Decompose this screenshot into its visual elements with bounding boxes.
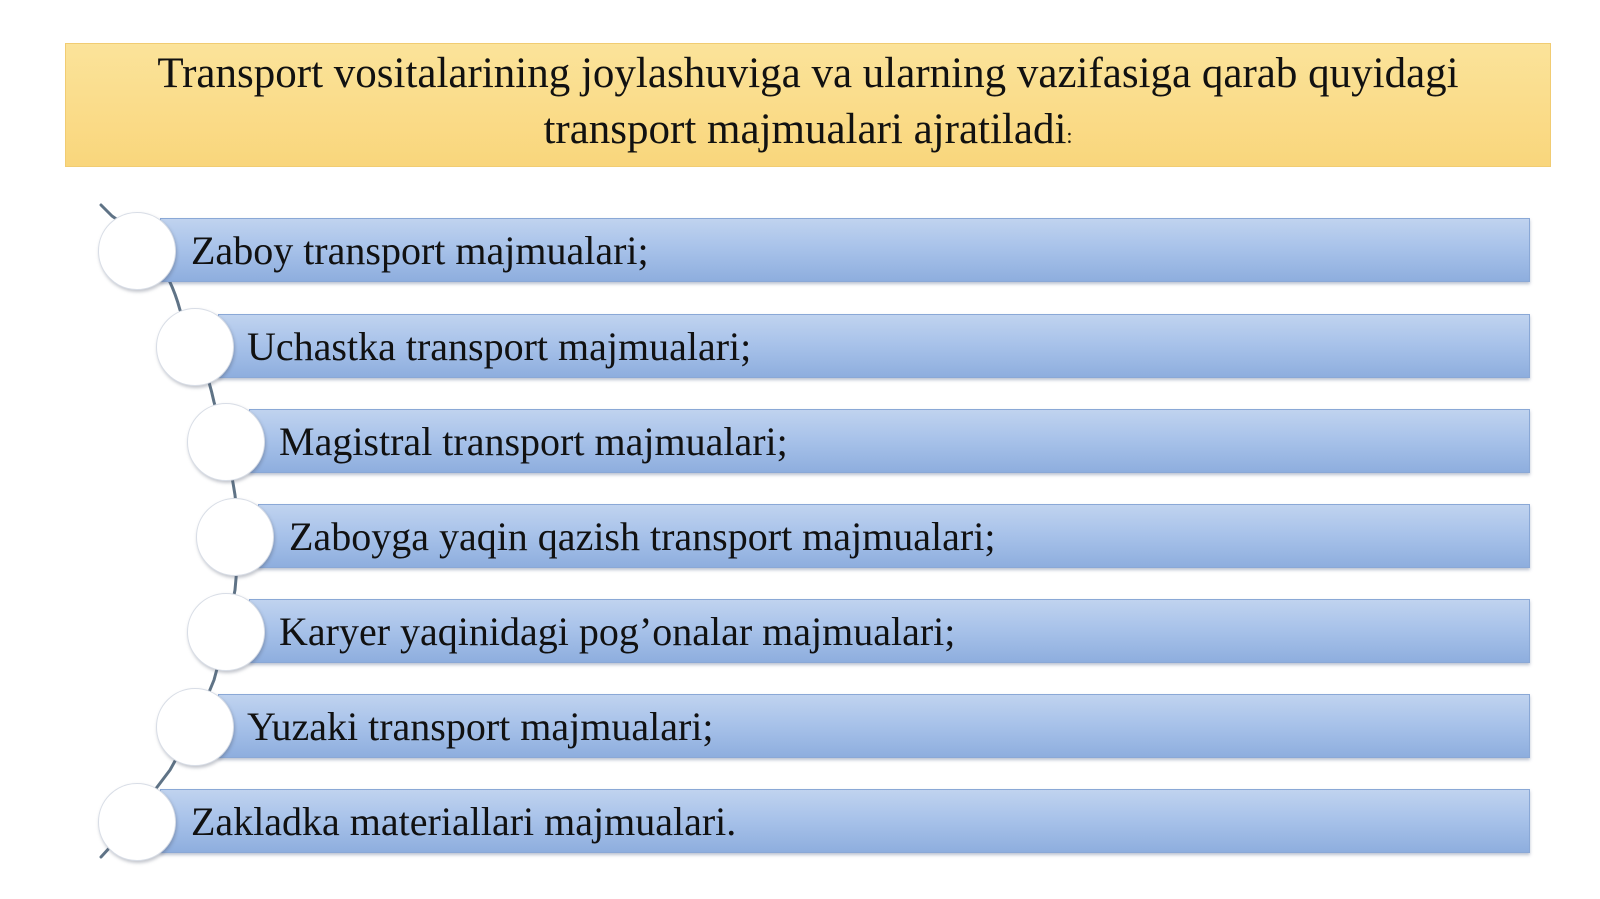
list-item-bar: Karyer yaqinidagi pog’onalar majmualari;: [249, 599, 1530, 663]
list-item-bullet-circle: [196, 498, 274, 576]
list-item-bullet-circle: [156, 308, 234, 386]
list-item-bar: Zaboyga yaqin qazish transport majmualar…: [258, 504, 1530, 568]
list-item-bar: Magistral transport majmualari;: [249, 409, 1530, 473]
list-item-label: Yuzaki transport majmualari;: [247, 703, 714, 749]
list-item-label: Zaboyga yaqin qazish transport majmualar…: [289, 513, 996, 559]
title-main: Transport vositalarining joylashuviga va…: [157, 50, 1459, 153]
list-item-label: Zaboy transport majmualari;: [191, 227, 649, 273]
list-item-bullet-circle: [187, 403, 265, 481]
list-item-bar: Yuzaki transport majmualari;: [218, 694, 1530, 758]
title-box: Transport vositalarining joylashuviga va…: [65, 43, 1551, 167]
list-item-bullet-circle: [98, 783, 176, 861]
list-item-bullet-circle: [98, 212, 176, 290]
list-item-bar: Zaboy transport majmualari;: [160, 218, 1530, 282]
list-item-label: Uchastka transport majmualari;: [247, 323, 752, 369]
title-colon: :: [1066, 123, 1073, 148]
list-item-bar: Uchastka transport majmualari;: [218, 314, 1530, 378]
title-text: Transport vositalarining joylashuviga va…: [66, 46, 1550, 164]
list-item-label: Karyer yaqinidagi pog’onalar majmualari;: [279, 608, 956, 654]
list-item-bullet-circle: [156, 688, 234, 766]
list-item-label: Zakladka materiallari majmualari.: [191, 798, 737, 844]
list-item-label: Magistral transport majmualari;: [279, 418, 788, 464]
list-item-bullet-circle: [187, 593, 265, 671]
list-item-bar: Zakladka materiallari majmualari.: [160, 789, 1530, 853]
